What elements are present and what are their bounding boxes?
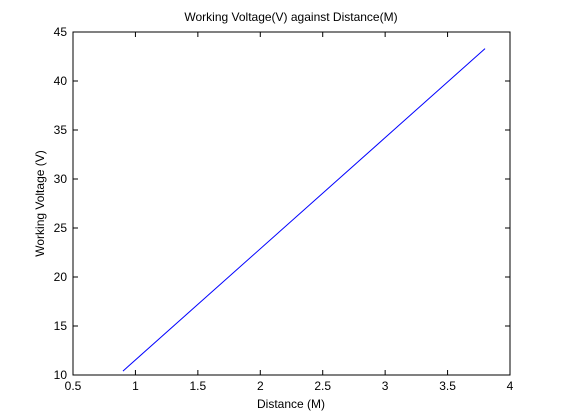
x-tick-label: 0.5 [65,379,82,393]
x-tick-label: 2 [257,379,264,393]
x-tick-label: 1 [132,379,139,393]
y-tick-label: 25 [54,221,68,235]
chart-title: Working Voltage(V) against Distance(M) [184,10,397,24]
y-tick-label: 35 [54,123,68,137]
y-tick-label: 20 [54,270,68,284]
y-tick-label: 40 [54,74,68,88]
x-tick-label: 2.5 [314,379,331,393]
y-tick-label: 10 [54,368,68,382]
plot-area [72,31,511,376]
series-line [122,48,486,372]
y-tick-label: 45 [54,25,68,39]
x-axis-label: Distance (M) [257,397,325,411]
x-tick-label: 3.5 [439,379,456,393]
x-axis-ticks: 0.5 1 1.5 2 2.5 3 3.5 4 [65,32,514,393]
y-axis-ticks: 10 15 20 25 30 35 40 45 [54,25,510,382]
x-tick-label: 3 [382,379,389,393]
y-axis-label: Working Voltage (V) [33,150,47,257]
y-tick-label: 30 [54,172,68,186]
x-tick-label: 4 [507,379,514,393]
y-tick-label: 15 [54,319,68,333]
series-layer [122,48,486,372]
x-tick-label: 1.5 [190,379,207,393]
